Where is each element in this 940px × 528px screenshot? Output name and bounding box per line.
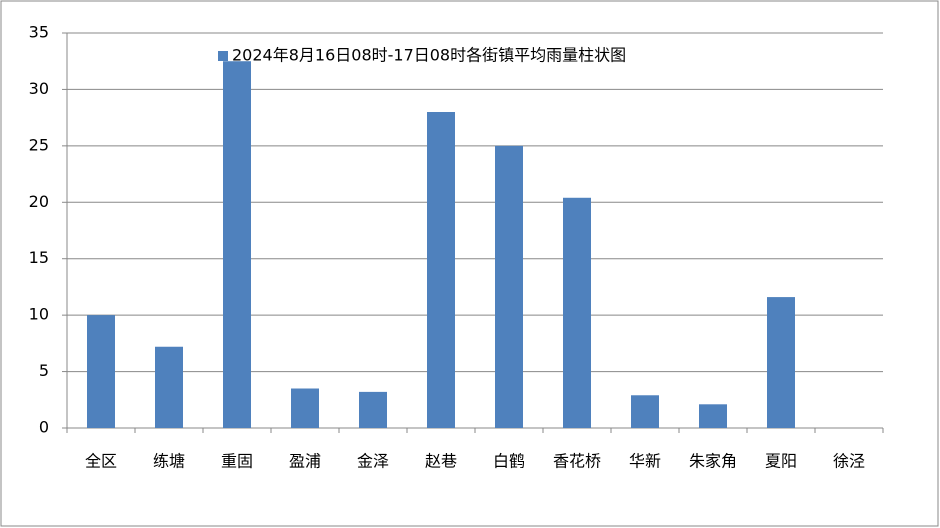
x-tick-label: 全区 xyxy=(85,452,117,471)
bar xyxy=(631,395,659,428)
x-tick-label: 白鹤 xyxy=(493,452,525,471)
x-tick-label: 赵巷 xyxy=(425,452,457,471)
legend-swatch xyxy=(218,51,228,61)
x-tick-label: 练塘 xyxy=(153,452,185,471)
y-tick-label: 25 xyxy=(29,135,49,154)
y-tick-label: 5 xyxy=(39,361,49,380)
y-tick-label: 15 xyxy=(29,248,49,267)
bar xyxy=(699,404,727,428)
legend-label: 2024年8月16日08时-17日08时各街镇平均雨量柱状图 xyxy=(232,46,626,65)
x-tick-label: 夏阳 xyxy=(765,452,797,471)
x-tick-label: 金泽 xyxy=(357,452,389,471)
y-tick-label: 35 xyxy=(29,23,49,42)
bar xyxy=(495,145,523,428)
bar xyxy=(291,388,319,428)
y-tick-label: 0 xyxy=(39,418,49,437)
bar xyxy=(767,297,795,428)
y-tick-label: 20 xyxy=(29,192,49,211)
y-tick-label: 30 xyxy=(29,79,49,98)
y-tick-label: 10 xyxy=(29,305,49,324)
x-tick-label: 华新 xyxy=(629,452,661,471)
x-tick-label: 香花桥 xyxy=(553,452,601,471)
bar xyxy=(155,346,183,428)
x-tick-label: 盈浦 xyxy=(289,452,321,471)
bar xyxy=(87,315,115,428)
x-tick-label: 重固 xyxy=(221,452,253,471)
x-tick-label: 朱家角 xyxy=(689,452,737,471)
bar xyxy=(427,112,455,428)
bar xyxy=(359,391,387,428)
bar xyxy=(223,61,251,428)
x-tick-label: 徐泾 xyxy=(833,452,865,471)
bar xyxy=(563,197,591,428)
